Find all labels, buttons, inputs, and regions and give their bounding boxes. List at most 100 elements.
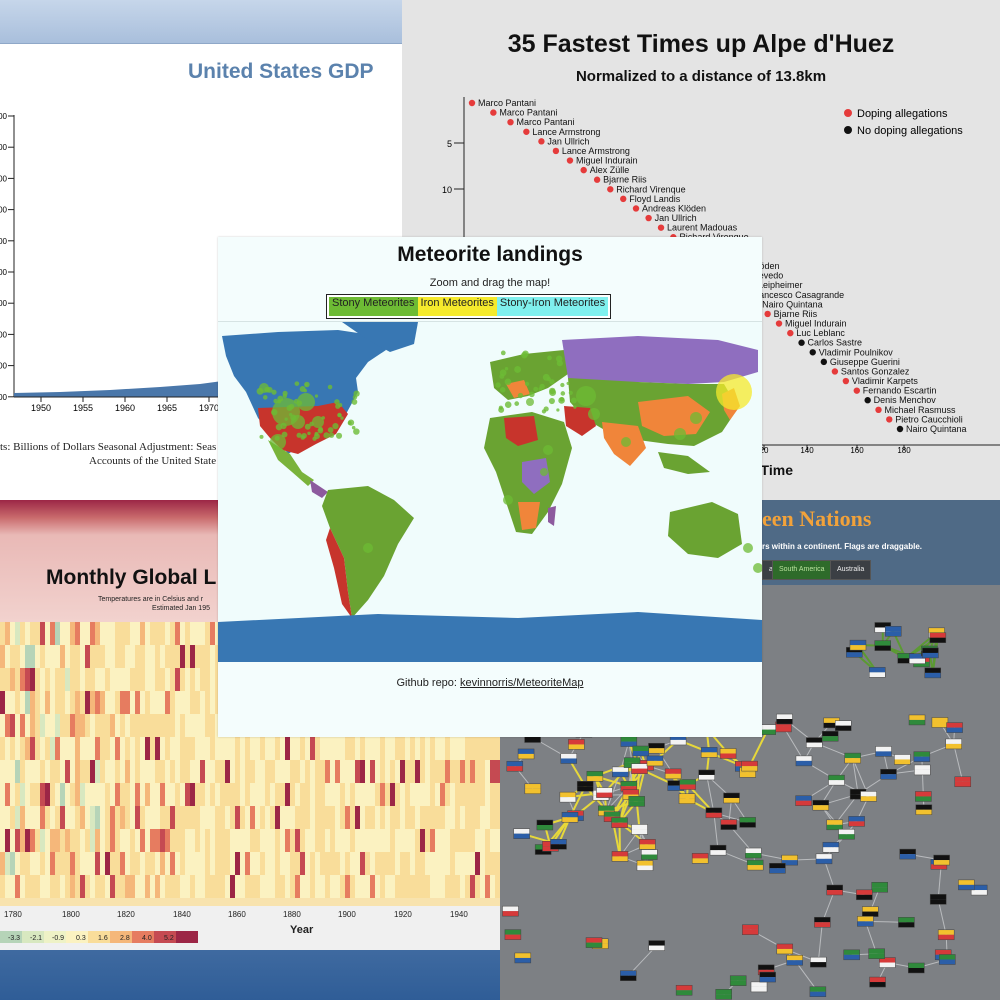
flag-node[interactable] [958,879,975,891]
meteorite-dot[interactable] [588,408,600,420]
meteorite-dot[interactable] [266,386,273,393]
flag-node[interactable] [875,746,892,757]
meteorite-dot[interactable] [304,423,311,430]
world-map[interactable] [218,322,762,662]
meteorite-dot[interactable] [504,401,512,408]
flag-node[interactable] [705,807,723,819]
rider-dot[interactable] [580,166,587,174]
flag-node[interactable] [559,791,577,803]
meteorite-dot[interactable] [621,437,631,447]
flag-node[interactable] [843,949,860,961]
rider-dot[interactable] [775,320,783,327]
flag-node[interactable] [815,853,833,865]
flag-node[interactable] [709,844,727,856]
meteorite-dot[interactable] [256,387,264,395]
flag-node[interactable] [750,981,768,993]
rider-dot[interactable] [896,425,904,433]
flag-node[interactable] [924,667,942,679]
meteorite-dot[interactable] [568,390,573,395]
flag-node[interactable] [884,626,902,637]
meteorite-dot[interactable] [312,416,324,428]
flag-node[interactable] [786,954,803,966]
flag-node[interactable] [698,769,715,781]
rider-dot[interactable] [809,349,816,356]
flag-node[interactable] [856,889,873,901]
flag-node[interactable] [874,640,891,651]
flag-node[interactable] [646,755,664,767]
flag-node[interactable] [536,819,554,831]
flag-node[interactable] [809,986,827,997]
meteorite-dot[interactable] [504,378,512,386]
rider-dot[interactable] [764,310,771,318]
flag-node[interactable] [826,884,843,896]
rider-dot[interactable] [787,329,794,337]
flag-node[interactable] [894,754,911,765]
flag-node[interactable] [641,849,658,860]
meteorite-dot[interactable] [538,387,543,391]
meteorite-dot[interactable] [503,495,513,505]
meteorite-dot[interactable] [495,382,501,388]
meteorite-dot[interactable] [743,543,753,553]
meteorite-dot[interactable] [540,468,548,476]
meteorite-dot[interactable] [282,390,288,396]
rider-dot[interactable] [657,224,665,231]
flag-node[interactable] [524,783,542,795]
flag-node[interactable] [550,839,567,850]
rider-dot[interactable] [523,128,530,135]
flag-node[interactable] [933,854,950,866]
flag-node[interactable] [639,839,656,850]
flag-node[interactable] [576,781,594,792]
meteorite-dot[interactable] [327,427,334,433]
flag-node[interactable] [611,851,629,862]
meteorite-dot[interactable] [304,383,308,387]
flag-node[interactable] [729,975,747,986]
meteorite-dot[interactable] [296,432,302,438]
rider-dot[interactable] [607,186,614,193]
flag-node[interactable] [745,847,762,859]
meteorite-dot[interactable] [548,398,555,405]
flag-node[interactable] [849,639,867,651]
flag-node[interactable] [810,956,827,968]
flag-node[interactable] [931,717,949,728]
flag-node[interactable] [945,738,962,750]
meteorite-dot[interactable] [340,416,344,420]
flag-node[interactable] [506,760,524,772]
meteorite-dot[interactable] [674,428,686,440]
flag-node[interactable] [514,952,532,964]
meteorite-dot[interactable] [514,366,522,373]
meteorite-dot[interactable] [522,350,529,357]
rider-dot[interactable] [820,358,828,366]
flag-node[interactable] [679,779,696,790]
flag-node[interactable] [675,984,693,996]
flag-node[interactable] [826,819,843,831]
meteorite-dot[interactable] [547,355,552,361]
flag-node[interactable] [908,962,925,974]
meteorite-dot[interactable] [566,381,570,385]
flag-node[interactable] [741,760,758,772]
meteorite-dot[interactable] [323,432,330,439]
flag-node[interactable] [769,862,786,874]
flag-node[interactable] [632,745,650,757]
meteorite-dot[interactable] [300,435,306,440]
meteorite-dot[interactable] [499,387,506,393]
meteorite-dot[interactable] [549,379,555,385]
meteorite-dot[interactable] [352,394,358,400]
flag-node[interactable] [636,860,654,871]
rider-dot[interactable] [831,368,839,375]
flag-node[interactable] [776,943,794,955]
meteorite-dot[interactable] [533,386,539,392]
meteorite-dot[interactable] [363,543,373,553]
flag-node[interactable] [561,811,579,823]
flag-node[interactable] [848,816,865,827]
flag-node[interactable] [857,916,874,927]
meteorite-dot[interactable] [275,423,283,431]
meteorite-dot[interactable] [286,405,293,411]
flag-node[interactable] [879,957,896,968]
flag-node[interactable] [929,894,947,905]
meteorite-dot[interactable] [500,350,506,356]
meteorite-dot[interactable] [498,405,503,410]
flag-node[interactable] [899,848,916,860]
rider-dot[interactable] [886,416,893,423]
meteorite-dot[interactable] [336,432,343,439]
flag-node[interactable] [560,753,578,764]
